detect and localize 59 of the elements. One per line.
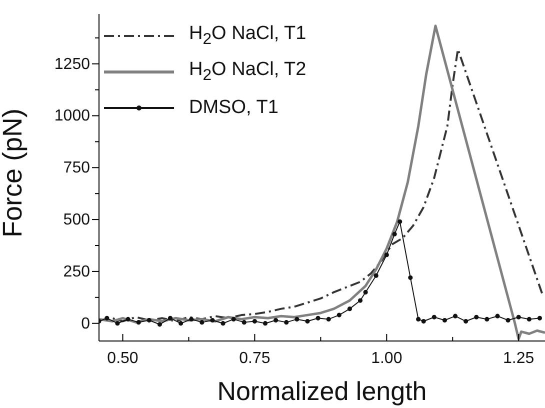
point bbox=[316, 316, 320, 320]
point bbox=[484, 316, 490, 322]
y-tick-label: 750 bbox=[63, 160, 90, 177]
point bbox=[398, 219, 402, 224]
point bbox=[178, 321, 184, 326]
legend-label: H$_{2}$O NaCl, T1 bbox=[189, 23, 306, 49]
point bbox=[115, 321, 120, 326]
point bbox=[242, 320, 246, 325]
point bbox=[200, 320, 204, 325]
point bbox=[526, 316, 532, 322]
point bbox=[284, 320, 289, 325]
point bbox=[416, 316, 421, 322]
point bbox=[189, 316, 194, 322]
y-tick-label: 0 bbox=[81, 315, 90, 332]
point bbox=[347, 306, 352, 312]
point bbox=[294, 316, 300, 322]
point bbox=[220, 321, 226, 326]
x-tick-label: 1.25 bbox=[503, 350, 534, 367]
point bbox=[474, 314, 479, 320]
point bbox=[464, 318, 468, 324]
point bbox=[104, 316, 110, 320]
point bbox=[168, 316, 173, 320]
point bbox=[136, 320, 141, 325]
y-axis-title: Force (pN) bbox=[0, 108, 28, 238]
y-tick-label: 1000 bbox=[54, 108, 90, 125]
legend-label: H$_{2}$O NaCl, T2 bbox=[189, 59, 306, 85]
point bbox=[336, 312, 342, 318]
point bbox=[231, 316, 236, 322]
point bbox=[384, 252, 389, 258]
point bbox=[262, 321, 268, 326]
point bbox=[506, 318, 510, 323]
x-tick-label: 1.00 bbox=[371, 350, 402, 367]
point bbox=[210, 318, 215, 323]
x-tick-label: 0.75 bbox=[239, 350, 270, 367]
point bbox=[442, 318, 448, 323]
point bbox=[392, 232, 397, 236]
point bbox=[157, 322, 162, 327]
point bbox=[146, 318, 152, 323]
point bbox=[363, 290, 368, 295]
x-axis-title: Normalized length bbox=[217, 376, 427, 406]
point bbox=[274, 318, 278, 323]
point bbox=[421, 318, 426, 324]
point bbox=[326, 316, 331, 322]
point bbox=[432, 314, 436, 320]
y-tick-label: 500 bbox=[63, 212, 90, 229]
point bbox=[495, 314, 500, 318]
y-tick-label: 1250 bbox=[54, 56, 90, 73]
x-tick-label: 0.50 bbox=[107, 350, 138, 367]
point bbox=[358, 298, 363, 303]
point bbox=[252, 318, 258, 324]
point bbox=[374, 273, 378, 278]
point bbox=[452, 314, 458, 318]
point bbox=[537, 316, 542, 320]
legend-label: DMSO, T1 bbox=[189, 97, 278, 119]
point bbox=[305, 318, 310, 324]
point bbox=[516, 314, 521, 320]
point bbox=[126, 316, 130, 322]
y-tick-label: 250 bbox=[63, 263, 90, 280]
point bbox=[408, 275, 413, 280]
